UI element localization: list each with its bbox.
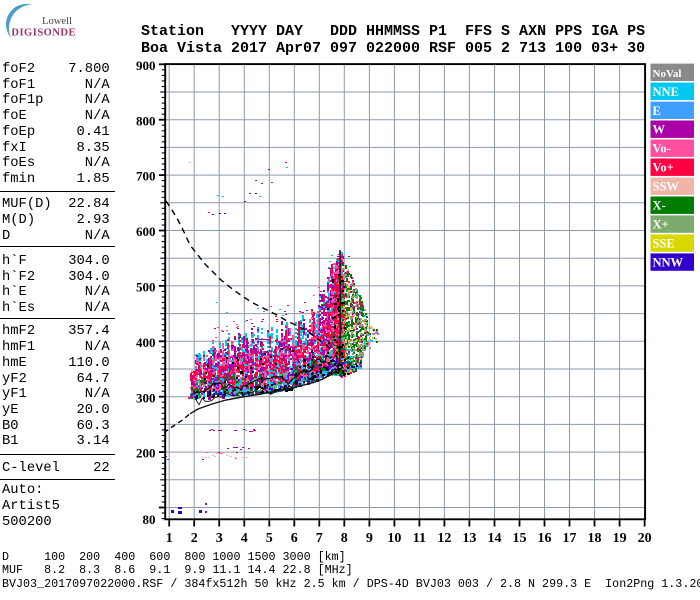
svg-text:DIGISONDE: DIGISONDE [11, 27, 76, 38]
svg-text:1: 1 [166, 531, 173, 546]
svg-text:3: 3 [216, 531, 223, 546]
svg-text:800: 800 [136, 113, 156, 128]
svg-text:400: 400 [136, 335, 156, 350]
svg-text:6: 6 [291, 531, 298, 546]
svg-text:Vo+: Vo+ [653, 161, 674, 175]
svg-text:7: 7 [316, 531, 323, 546]
svg-text:5: 5 [266, 531, 273, 546]
svg-text:SSE: SSE [653, 237, 675, 251]
svg-text:NNW: NNW [653, 256, 684, 270]
svg-text:13: 13 [462, 531, 476, 546]
svg-text:NoVal: NoVal [653, 68, 682, 80]
svg-text:20: 20 [638, 531, 652, 546]
svg-text:Vo-: Vo- [653, 142, 671, 156]
svg-text:W: W [653, 123, 666, 137]
svg-text:15: 15 [513, 531, 527, 546]
svg-text:500: 500 [136, 280, 156, 295]
svg-text:4: 4 [241, 531, 248, 546]
svg-text:X+: X+ [653, 218, 669, 232]
svg-text:600: 600 [136, 224, 156, 239]
svg-text:19: 19 [613, 531, 627, 546]
svg-text:11: 11 [413, 531, 426, 546]
svg-text:10: 10 [387, 531, 401, 546]
svg-text:80: 80 [143, 512, 156, 527]
svg-text:2: 2 [191, 531, 198, 546]
svg-text:16: 16 [538, 531, 552, 546]
svg-text:NNE: NNE [653, 85, 679, 99]
svg-text:E: E [653, 104, 661, 118]
svg-text:SSW: SSW [653, 180, 680, 194]
svg-text:12: 12 [437, 531, 451, 546]
svg-text:17: 17 [563, 531, 577, 546]
svg-text:8: 8 [341, 531, 348, 546]
svg-text:700: 700 [136, 169, 156, 184]
svg-text:900: 900 [136, 58, 156, 73]
svg-text:9: 9 [366, 531, 373, 546]
svg-text:14: 14 [488, 531, 502, 546]
svg-text:18: 18 [588, 531, 602, 546]
svg-text:Lowell: Lowell [42, 16, 72, 27]
svg-text:X-: X- [653, 199, 666, 213]
svg-text:300: 300 [136, 390, 156, 405]
svg-text:200: 200 [136, 446, 156, 461]
